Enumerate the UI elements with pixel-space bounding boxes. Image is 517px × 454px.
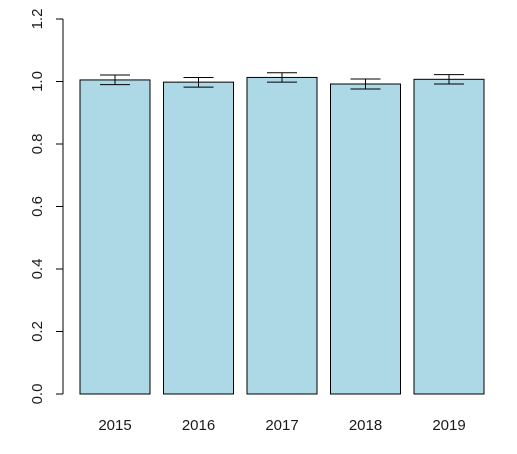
x-tick-label: 2019: [432, 417, 465, 434]
x-axis-labels: 2015 2016 2017 2018 2019: [98, 417, 465, 434]
y-tick-label: 0.2: [29, 321, 46, 342]
bars: [79, 76, 485, 395]
y-tick-label: 1.2: [29, 9, 46, 30]
bar-2019: [413, 78, 485, 395]
y-axis: 0.0 0.2 0.4 0.6 0.8 1.0 1.2: [29, 9, 64, 405]
y-tick-label: 0.0: [29, 384, 46, 405]
y-tick-label: 0.4: [29, 259, 46, 280]
bar-2017: [246, 76, 318, 395]
x-tick-label: 2018: [349, 417, 382, 434]
bar-2018: [330, 83, 401, 395]
error-bars: [100, 72, 464, 90]
y-tick-label: 0.8: [29, 134, 46, 155]
x-tick-label: 2016: [182, 417, 215, 434]
bar-2015: [79, 79, 151, 395]
y-tick-label: 0.6: [29, 196, 46, 217]
x-tick-label: 2017: [265, 417, 298, 434]
x-tick-label: 2015: [98, 417, 131, 434]
bar-2016: [163, 81, 234, 395]
y-tick-label: 1.0: [29, 71, 46, 92]
